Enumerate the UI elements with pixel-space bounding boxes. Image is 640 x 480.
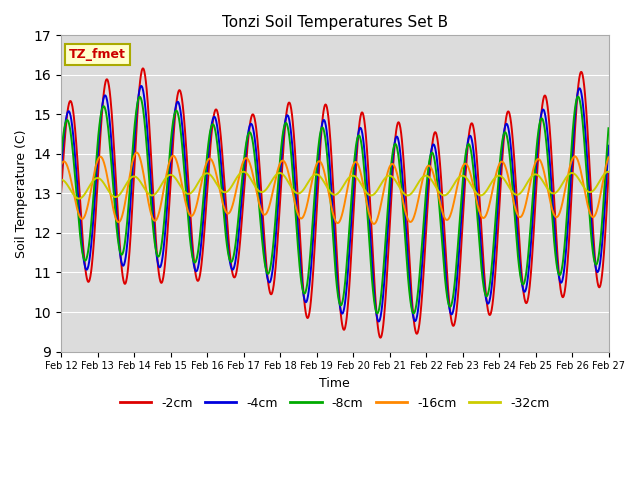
-8cm: [540, 121, 548, 127]
-2cm: [57, 191, 65, 196]
-16cm: [166, 158, 173, 164]
-16cm: [605, 155, 612, 160]
-8cm: [57, 154, 65, 159]
-8cm: [605, 125, 612, 131]
-2cm: [492, 262, 500, 268]
-32cm: [605, 169, 612, 175]
-2cm: [605, 171, 612, 177]
-32cm: [241, 169, 248, 175]
Line: -8cm: -8cm: [61, 96, 609, 313]
Title: Tonzi Soil Temperatures Set B: Tonzi Soil Temperatures Set B: [221, 15, 448, 30]
-4cm: [57, 167, 65, 173]
-4cm: [492, 232, 500, 238]
-2cm: [377, 335, 385, 340]
Y-axis label: Soil Temperature (C): Soil Temperature (C): [15, 129, 28, 258]
-16cm: [241, 156, 248, 162]
-16cm: [420, 170, 428, 176]
X-axis label: Time: Time: [319, 377, 350, 390]
-4cm: [179, 133, 187, 139]
Legend: -2cm, -4cm, -8cm, -16cm, -32cm: -2cm, -4cm, -8cm, -16cm, -32cm: [115, 392, 555, 415]
-4cm: [540, 108, 548, 114]
-2cm: [540, 93, 548, 99]
-4cm: [375, 319, 383, 324]
-16cm: [179, 188, 187, 194]
-2cm: [139, 66, 147, 72]
-32cm: [540, 180, 548, 186]
Text: TZ_fmet: TZ_fmet: [69, 48, 126, 61]
Line: -32cm: -32cm: [61, 172, 609, 199]
-32cm: [420, 173, 428, 179]
-4cm: [605, 143, 612, 148]
-16cm: [540, 170, 548, 176]
Line: -16cm: -16cm: [61, 153, 609, 224]
-2cm: [420, 258, 428, 264]
-8cm: [420, 214, 428, 220]
-32cm: [75, 196, 83, 202]
-4cm: [166, 165, 173, 171]
-4cm: [138, 83, 145, 89]
-2cm: [241, 182, 248, 188]
-8cm: [240, 157, 248, 163]
-8cm: [574, 94, 582, 99]
-8cm: [492, 216, 499, 221]
-32cm: [492, 174, 499, 180]
-16cm: [492, 172, 500, 178]
Line: -4cm: -4cm: [61, 86, 609, 322]
-32cm: [57, 177, 65, 182]
-2cm: [179, 106, 187, 112]
-16cm: [133, 150, 141, 156]
-8cm: [410, 311, 417, 316]
-16cm: [370, 221, 378, 227]
Line: -2cm: -2cm: [61, 69, 609, 337]
-8cm: [166, 154, 173, 159]
-16cm: [57, 162, 65, 168]
-32cm: [166, 172, 173, 178]
-4cm: [241, 163, 248, 169]
-2cm: [166, 192, 173, 198]
-32cm: [179, 187, 187, 193]
-8cm: [179, 150, 187, 156]
-4cm: [420, 228, 428, 234]
